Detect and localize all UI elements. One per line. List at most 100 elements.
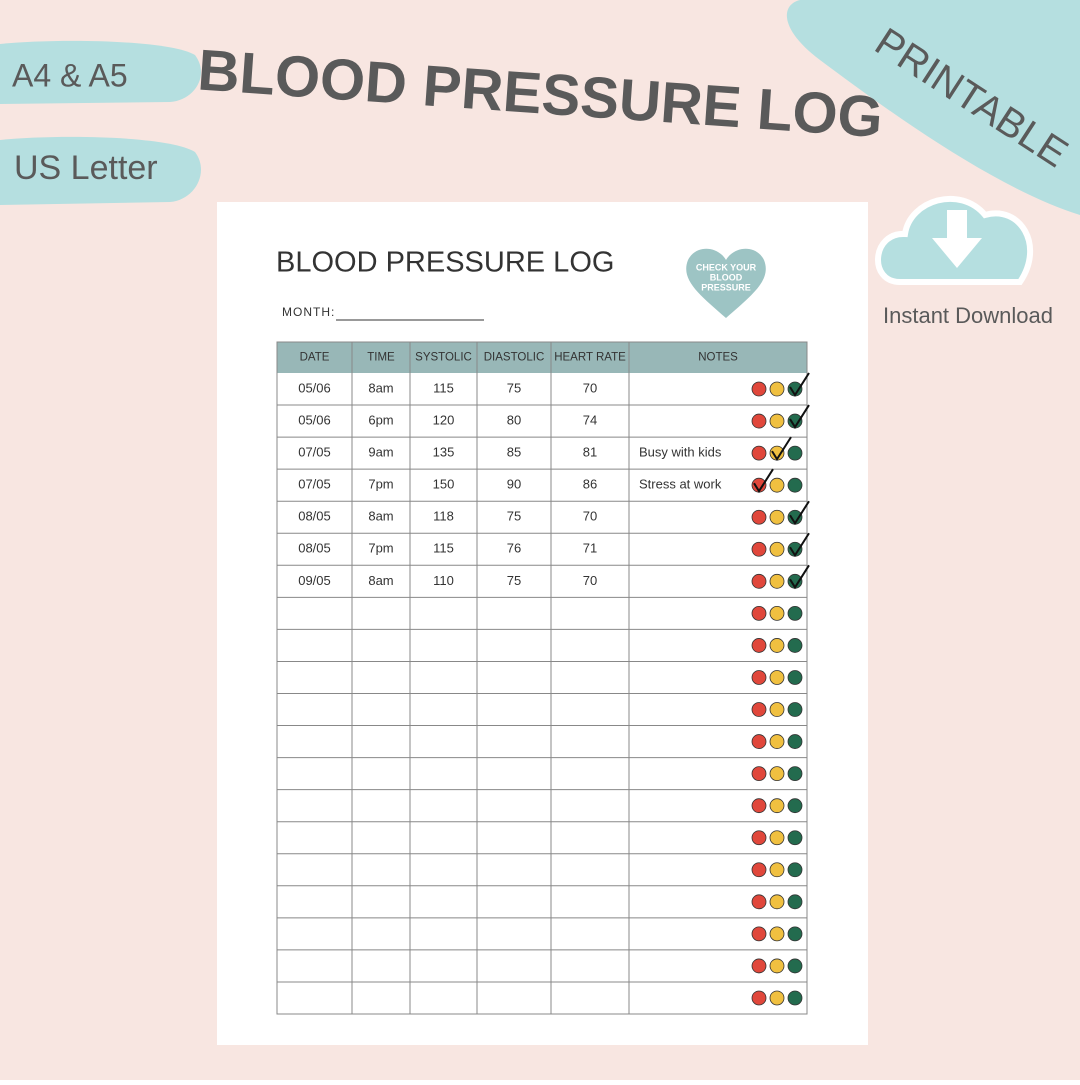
- status-dot: [769, 381, 785, 397]
- badge-band: [786, 0, 1080, 215]
- status-dot: [751, 926, 767, 942]
- column-header: NOTES: [698, 352, 738, 364]
- status-dot: [769, 862, 785, 878]
- cell: 09/05: [298, 573, 331, 588]
- status-dot: [769, 926, 785, 942]
- status-dot: [787, 605, 803, 621]
- status-dot: [787, 798, 803, 814]
- status-dot: [751, 541, 767, 557]
- status-dot: [787, 638, 803, 653]
- sheet-title: BLOOD PRESSURE LOG: [276, 247, 614, 279]
- status-dot: [787, 926, 803, 942]
- check-mark: [789, 500, 810, 526]
- status-dot: [787, 830, 803, 846]
- status-dot: [751, 638, 767, 653]
- status-dot: [769, 702, 785, 717]
- cell: 07/05: [298, 445, 331, 460]
- status-dot: [787, 862, 803, 878]
- cell: 7pm: [368, 477, 393, 492]
- status-dot: [787, 766, 803, 782]
- column-header: DATE: [300, 352, 330, 364]
- status-dot: [769, 990, 785, 1006]
- status-dot: [787, 445, 803, 461]
- cell: 07/05: [298, 477, 331, 492]
- status-dot: [769, 670, 785, 685]
- status-dot: [751, 990, 767, 1006]
- status-dot: [769, 894, 785, 910]
- cell: 08/05: [298, 509, 331, 524]
- cell: 86: [583, 477, 597, 492]
- cell: 75: [507, 380, 521, 395]
- column-header: HEART RATE: [554, 352, 626, 364]
- cell: 80: [507, 413, 521, 428]
- status-dot: [787, 734, 803, 749]
- cell: 115: [433, 380, 454, 395]
- status-dot: [769, 734, 785, 749]
- cell: 74: [583, 413, 597, 428]
- status-dot: [751, 862, 767, 878]
- cell: 70: [583, 573, 597, 588]
- status-dot: [751, 381, 767, 397]
- cell: 71: [583, 541, 597, 556]
- status-dot: [769, 509, 785, 525]
- check-mark: [753, 468, 774, 494]
- cell: 75: [507, 573, 521, 588]
- cell: 90: [507, 477, 521, 492]
- status-dot: [751, 413, 767, 429]
- cell: 7pm: [368, 541, 393, 556]
- status-dot: [769, 798, 785, 814]
- cell: 9am: [368, 445, 393, 460]
- cell: 135: [433, 445, 455, 460]
- sheet: [217, 202, 868, 1045]
- status-dot: [769, 830, 785, 846]
- cell: 85: [507, 445, 521, 460]
- column-header: TIME: [367, 352, 395, 364]
- status-dot: [751, 670, 767, 685]
- status-dot: [751, 894, 767, 910]
- cell: 8am: [368, 380, 393, 395]
- status-dot: [751, 445, 767, 461]
- cloud-icon: [875, 196, 1033, 285]
- header-row: [277, 342, 807, 373]
- status-dot: [769, 638, 785, 653]
- status-dot: [769, 766, 785, 782]
- status-dot: [751, 605, 767, 621]
- status-dot: [787, 990, 803, 1006]
- cell: 115: [433, 541, 454, 556]
- status-dot: [751, 573, 767, 589]
- status-dot: [751, 958, 767, 974]
- status-dot: [751, 830, 767, 846]
- cell: 05/06: [298, 413, 331, 428]
- status-dot: [769, 477, 785, 493]
- cell: 120: [433, 413, 455, 428]
- status-dot: [787, 894, 803, 910]
- download-label: Instant Download: [883, 303, 1053, 328]
- size-label: A4 & A5: [12, 57, 128, 93]
- status-dot: [769, 541, 785, 557]
- heart-text: CHECK YOUR: [696, 262, 757, 272]
- status-dot: [751, 509, 767, 525]
- cell: 8am: [368, 509, 393, 524]
- cell: 70: [583, 509, 597, 524]
- status-dot: [751, 702, 767, 717]
- cell: Stress at work: [639, 477, 722, 492]
- status-dot: [769, 958, 785, 974]
- check-mark: [771, 436, 792, 461]
- check-mark: [789, 564, 810, 590]
- cell: 110: [433, 573, 454, 588]
- cell: Busy with kids: [639, 445, 722, 460]
- status-dot: [751, 766, 767, 782]
- status-dot: [769, 605, 785, 621]
- cell: 150: [433, 477, 455, 492]
- heart-text: BLOOD: [710, 272, 743, 282]
- cell: 75: [507, 509, 521, 524]
- check-mark: [789, 404, 810, 429]
- status-dot: [787, 958, 803, 974]
- pill: [0, 40, 201, 104]
- status-dot: [769, 413, 785, 429]
- cell: 05/06: [298, 380, 331, 395]
- cell: 08/05: [298, 541, 331, 556]
- column-header: SYSTOLIC: [415, 352, 472, 364]
- status-dot: [787, 702, 803, 717]
